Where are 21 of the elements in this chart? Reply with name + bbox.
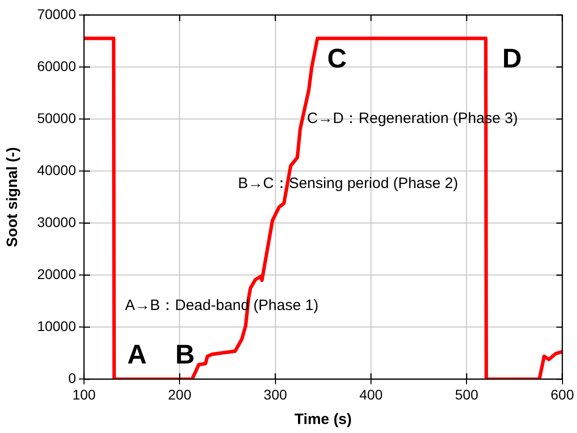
x-axis-title: Time (s) [294,411,352,428]
x-tick-label: 500 [454,386,479,402]
y-tick-label: 40000 [37,162,76,178]
x-tick-label: 300 [264,386,288,402]
y-axis-title: Soot signal (-) [4,147,22,248]
y-tick-label: 10000 [37,318,76,334]
y-tick-label: 0 [68,370,76,386]
y-tick-label: 30000 [37,214,76,230]
annotation: A [127,339,147,370]
x-tick-label: 600 [550,386,574,402]
annotation: D [502,43,522,74]
annotation: B→C：Sensing period (Phase 2) [238,175,458,192]
y-tick-label: 60000 [37,58,76,74]
annotation: C [327,43,347,74]
y-tick-label: 70000 [37,6,76,22]
y-tick-label: 20000 [37,266,76,282]
y-tick-label: 50000 [37,110,76,126]
x-tick-label: 400 [359,386,383,402]
x-tick-label: 100 [72,386,96,402]
annotation: B [175,339,195,370]
x-tick-label: 200 [168,386,192,402]
